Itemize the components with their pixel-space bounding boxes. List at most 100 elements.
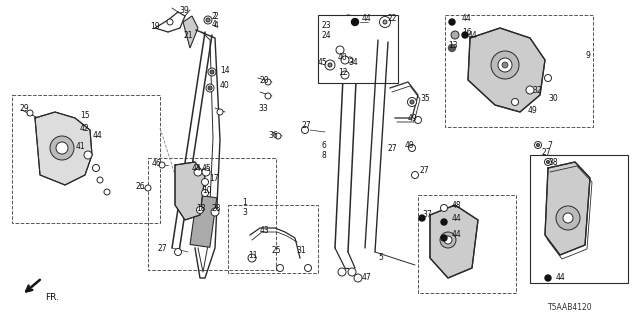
Circle shape	[491, 51, 519, 79]
Circle shape	[202, 189, 209, 196]
Polygon shape	[175, 162, 205, 220]
Circle shape	[545, 75, 552, 82]
Text: 25: 25	[272, 245, 282, 254]
Circle shape	[563, 213, 573, 223]
Circle shape	[347, 57, 353, 63]
Polygon shape	[468, 28, 545, 112]
Circle shape	[547, 161, 550, 164]
Text: 46: 46	[152, 158, 162, 167]
Text: 27: 27	[388, 143, 397, 153]
Bar	[12, 95, 160, 223]
Circle shape	[276, 265, 284, 271]
Circle shape	[265, 79, 271, 85]
Circle shape	[202, 179, 209, 186]
Text: 13: 13	[448, 41, 458, 50]
Text: 48: 48	[452, 201, 461, 210]
Circle shape	[208, 86, 212, 90]
Circle shape	[536, 143, 540, 147]
Circle shape	[50, 136, 74, 160]
Circle shape	[440, 204, 447, 212]
Text: 40: 40	[338, 52, 348, 61]
Text: 10: 10	[202, 186, 212, 195]
Circle shape	[84, 151, 92, 159]
Text: 47: 47	[362, 274, 372, 283]
Text: 41: 41	[76, 141, 86, 150]
Circle shape	[412, 172, 419, 179]
Circle shape	[351, 19, 358, 26]
Text: 44: 44	[468, 30, 477, 39]
Text: 36: 36	[268, 131, 278, 140]
Text: 2: 2	[214, 12, 219, 20]
Circle shape	[341, 71, 349, 79]
Circle shape	[408, 145, 415, 151]
Text: 27: 27	[302, 121, 312, 130]
Circle shape	[217, 109, 223, 115]
Circle shape	[415, 116, 422, 124]
Circle shape	[275, 133, 281, 139]
Text: 33: 33	[258, 103, 268, 113]
Text: 44: 44	[452, 229, 461, 238]
Circle shape	[93, 164, 99, 172]
Text: 26: 26	[135, 181, 145, 190]
Text: 44: 44	[462, 13, 472, 22]
Text: 22: 22	[388, 13, 397, 22]
Text: 42: 42	[80, 124, 90, 132]
Text: 44: 44	[452, 213, 461, 222]
Circle shape	[354, 274, 362, 282]
Circle shape	[305, 265, 312, 271]
Circle shape	[175, 249, 182, 255]
Text: 21: 21	[184, 30, 193, 39]
Circle shape	[301, 126, 308, 133]
Text: 44: 44	[93, 131, 103, 140]
Text: 24: 24	[322, 30, 332, 39]
Text: 7: 7	[548, 140, 552, 149]
Text: 8: 8	[322, 150, 327, 159]
Bar	[228, 205, 318, 273]
Circle shape	[325, 60, 335, 70]
Circle shape	[451, 31, 459, 39]
Circle shape	[204, 16, 212, 24]
Text: 4: 4	[214, 20, 219, 29]
Circle shape	[56, 142, 68, 154]
Circle shape	[97, 177, 103, 183]
Circle shape	[211, 208, 219, 216]
Text: 49: 49	[528, 106, 538, 115]
Text: 31: 31	[296, 245, 306, 254]
Circle shape	[545, 158, 552, 165]
Circle shape	[380, 17, 390, 28]
Circle shape	[444, 236, 452, 244]
Text: 5: 5	[378, 253, 383, 262]
Circle shape	[534, 141, 541, 148]
Bar	[418, 195, 516, 293]
Text: 44: 44	[192, 164, 202, 172]
Circle shape	[348, 268, 356, 276]
Text: 45: 45	[318, 58, 328, 67]
Text: 9: 9	[585, 51, 590, 60]
Bar	[190, 195, 217, 247]
Circle shape	[462, 32, 468, 38]
Circle shape	[526, 86, 534, 94]
Text: 2: 2	[212, 12, 217, 20]
Polygon shape	[545, 162, 590, 255]
Circle shape	[511, 99, 518, 106]
Text: 40: 40	[220, 81, 230, 90]
Circle shape	[145, 185, 151, 191]
Text: 34: 34	[348, 58, 358, 67]
Text: 27: 27	[420, 165, 429, 174]
Text: 18: 18	[196, 204, 205, 212]
Text: 17: 17	[209, 173, 219, 182]
Circle shape	[328, 63, 332, 67]
Text: 38: 38	[548, 157, 557, 166]
Text: T5AAB4120: T5AAB4120	[548, 303, 593, 313]
Text: 19: 19	[150, 21, 159, 30]
Circle shape	[341, 56, 349, 64]
Text: 27: 27	[158, 244, 168, 252]
Circle shape	[449, 44, 456, 52]
Circle shape	[441, 219, 447, 225]
Circle shape	[545, 275, 551, 281]
Circle shape	[248, 254, 256, 262]
Circle shape	[167, 19, 173, 25]
Circle shape	[208, 68, 216, 76]
Circle shape	[556, 206, 580, 230]
Text: 1: 1	[242, 197, 247, 206]
